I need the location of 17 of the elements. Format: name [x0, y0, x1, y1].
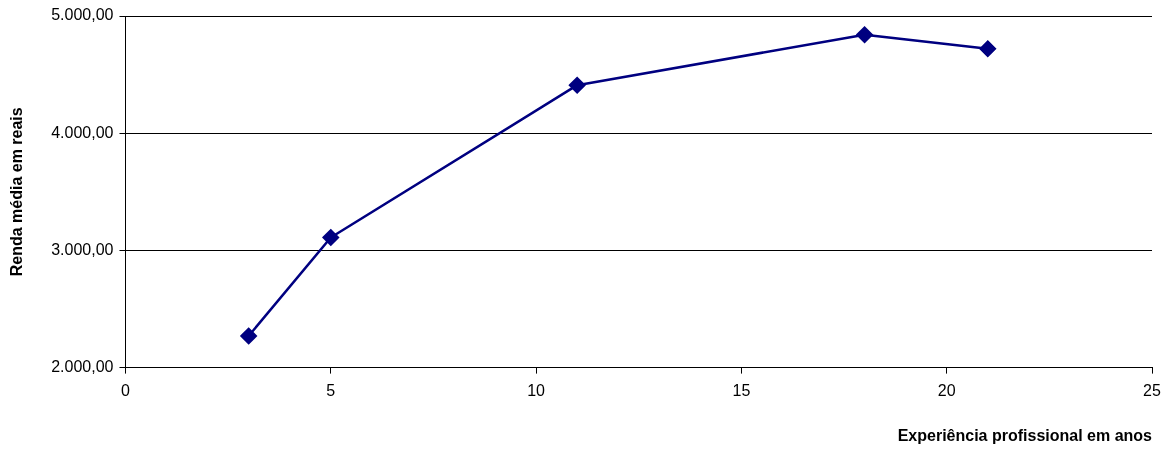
x-tick-label: 5 [326, 381, 336, 399]
point [568, 76, 586, 94]
y-tick-label: 5.000,00 [51, 6, 114, 24]
point [856, 26, 873, 43]
point [322, 229, 340, 246]
point [240, 327, 257, 345]
y-tick-label: 4.000,00 [51, 123, 114, 141]
point [979, 40, 997, 58]
y-tick-label: 2.000,00 [51, 358, 114, 376]
y-axis-title: Renda média em reais [8, 107, 26, 277]
x-tick-label: 20 [937, 381, 956, 399]
x-tick-label: 15 [732, 381, 751, 399]
x-tick-label: 10 [527, 381, 546, 399]
y-tick-label: 3.000,00 [51, 240, 114, 258]
x-tick-label: 25 [1143, 381, 1161, 399]
x-axis-title: Experiência profissional em anos [897, 426, 1153, 444]
x-tick-label: 0 [121, 381, 131, 399]
